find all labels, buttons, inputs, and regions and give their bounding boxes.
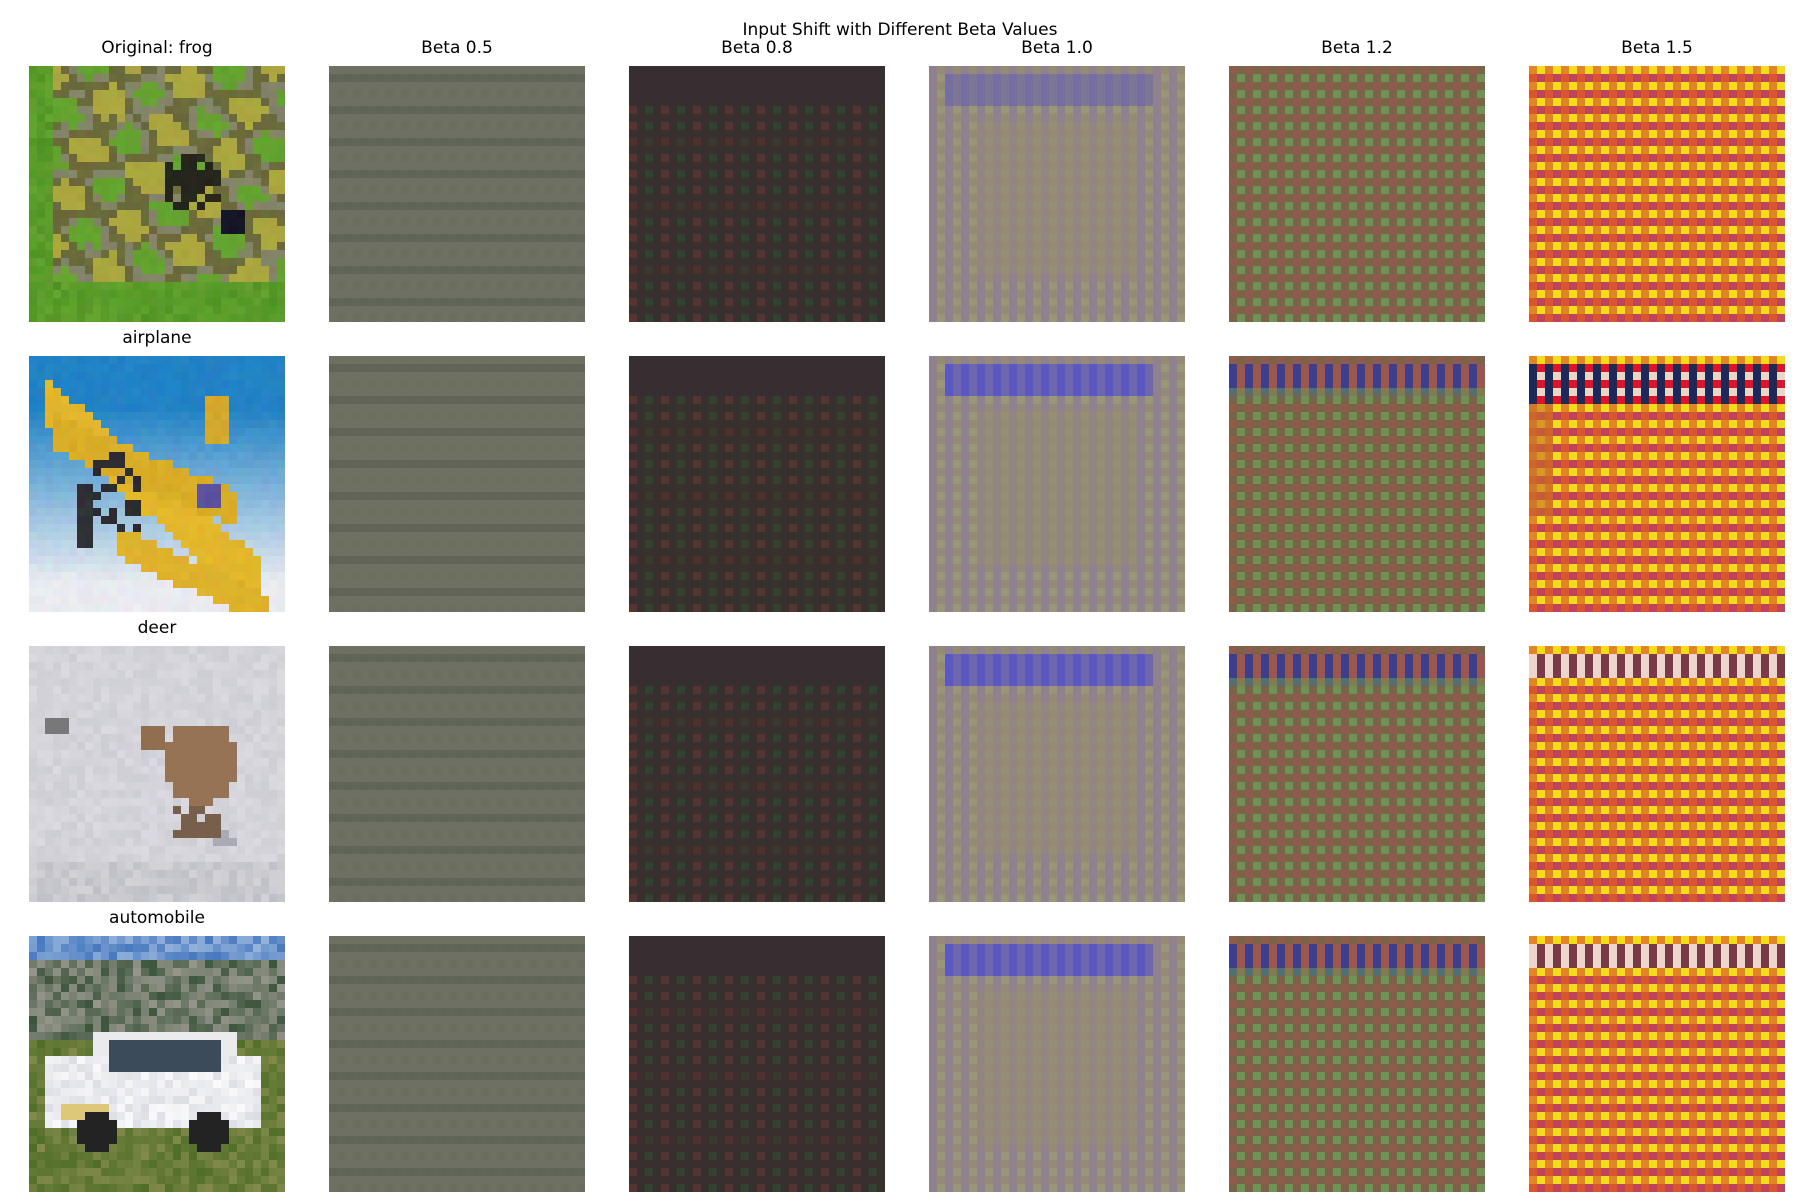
automobile-beta-1-2-image [1229, 936, 1485, 1192]
automobile-original-pixels [29, 936, 285, 1192]
frog-original-pixels [29, 66, 285, 322]
automobile-beta-1-pixels [929, 936, 1185, 1192]
automobile-beta-1-2-pixels [1229, 936, 1485, 1192]
row-label-deer: deer [137, 618, 177, 638]
deer-beta-0-5-pixels [329, 646, 585, 902]
deer-beta-0-8-image [629, 646, 885, 902]
airplane-beta-1-5-image [1529, 356, 1785, 612]
automobile-beta-0-5-image [329, 936, 585, 1192]
deer-beta-1-2-pixels [1229, 646, 1485, 902]
frog-beta-1-5-pixels [1529, 66, 1785, 322]
frog-beta-1-5-image: Beta 1.5 [1529, 38, 1785, 322]
airplane-beta-0-8-pixels [629, 356, 885, 612]
airplane-beta-1-image [929, 356, 1185, 612]
airplane-beta-1-5-pixels [1529, 356, 1785, 612]
deer-beta-0-5-image [329, 646, 585, 902]
deer-beta-0-8-pixels [629, 646, 885, 902]
frog-beta-1-2-pixels [1229, 66, 1485, 322]
deer-beta-1-image [929, 646, 1185, 902]
airplane-beta-1-pixels [929, 356, 1185, 612]
airplane-original-image: airplane [29, 328, 285, 612]
automobile-beta-0-5-pixels [329, 936, 585, 1192]
column-title-5: Beta 1.5 [1621, 38, 1693, 58]
automobile-original-image: automobile [29, 908, 285, 1192]
deer-beta-1-5-image [1529, 646, 1785, 902]
frog-beta-0-8-pixels [629, 66, 885, 322]
column-title-4: Beta 1.2 [1321, 38, 1393, 58]
frog-beta-0-5-pixels [329, 66, 585, 322]
airplane-original-pixels [29, 356, 285, 612]
airplane-beta-0-5-image [329, 356, 585, 612]
deer-beta-1-2-image [1229, 646, 1485, 902]
frog-beta-0-5-image: Beta 0.5 [329, 38, 585, 322]
deer-original-image: deer [29, 618, 285, 902]
automobile-beta-0-8-image [629, 936, 885, 1192]
frog-original-image: Original: frog [29, 38, 285, 322]
frog-beta-0-8-image: Beta 0.8 [629, 38, 885, 322]
automobile-beta-1-5-pixels [1529, 936, 1785, 1192]
row-label-automobile: automobile [109, 908, 205, 928]
frog-beta-1-2-image: Beta 1.2 [1229, 38, 1485, 322]
deer-beta-1-pixels [929, 646, 1185, 902]
deer-beta-1-5-pixels [1529, 646, 1785, 902]
column-title-3: Beta 1.0 [1021, 38, 1093, 58]
figure-title: Input Shift with Different Beta Values [742, 20, 1058, 40]
airplane-beta-0-5-pixels [329, 356, 585, 612]
row-label-airplane: airplane [122, 328, 192, 348]
automobile-beta-0-8-pixels [629, 936, 885, 1192]
column-title-1: Beta 0.5 [421, 38, 493, 58]
frog-beta-1-image: Beta 1.0 [929, 38, 1185, 322]
automobile-beta-1-image [929, 936, 1185, 1192]
frog-beta-1-pixels [929, 66, 1185, 322]
airplane-beta-1-2-pixels [1229, 356, 1485, 612]
deer-original-pixels [29, 646, 285, 902]
automobile-beta-1-5-image [1529, 936, 1785, 1192]
airplane-beta-1-2-image [1229, 356, 1485, 612]
column-title-0: Original: frog [101, 38, 213, 58]
column-title-2: Beta 0.8 [721, 38, 793, 58]
airplane-beta-0-8-image [629, 356, 885, 612]
